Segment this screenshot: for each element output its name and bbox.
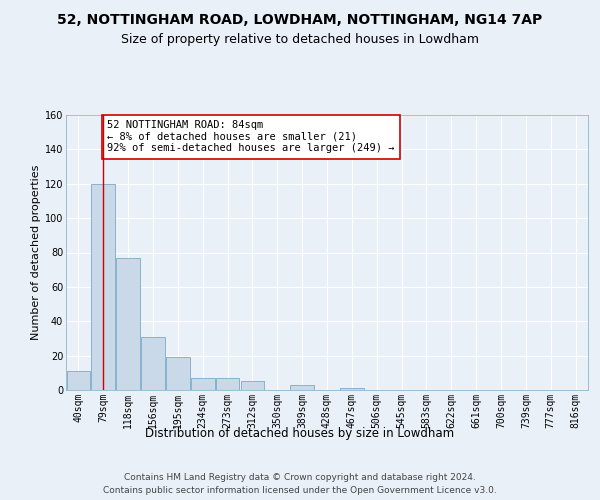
Bar — [116, 258, 140, 390]
Bar — [91, 184, 115, 390]
Bar — [141, 336, 165, 390]
Bar — [191, 378, 215, 390]
Text: Size of property relative to detached houses in Lowdham: Size of property relative to detached ho… — [121, 32, 479, 46]
Bar — [290, 385, 314, 390]
Text: 52 NOTTINGHAM ROAD: 84sqm
← 8% of detached houses are smaller (21)
92% of semi-d: 52 NOTTINGHAM ROAD: 84sqm ← 8% of detach… — [107, 120, 395, 154]
Bar — [241, 382, 264, 390]
Y-axis label: Number of detached properties: Number of detached properties — [31, 165, 41, 340]
Text: Distribution of detached houses by size in Lowdham: Distribution of detached houses by size … — [145, 428, 455, 440]
Bar — [67, 371, 90, 390]
Text: Contains public sector information licensed under the Open Government Licence v3: Contains public sector information licen… — [103, 486, 497, 495]
Bar — [166, 358, 190, 390]
Bar — [340, 388, 364, 390]
Bar — [216, 378, 239, 390]
Text: Contains HM Land Registry data © Crown copyright and database right 2024.: Contains HM Land Registry data © Crown c… — [124, 472, 476, 482]
Text: 52, NOTTINGHAM ROAD, LOWDHAM, NOTTINGHAM, NG14 7AP: 52, NOTTINGHAM ROAD, LOWDHAM, NOTTINGHAM… — [58, 12, 542, 26]
